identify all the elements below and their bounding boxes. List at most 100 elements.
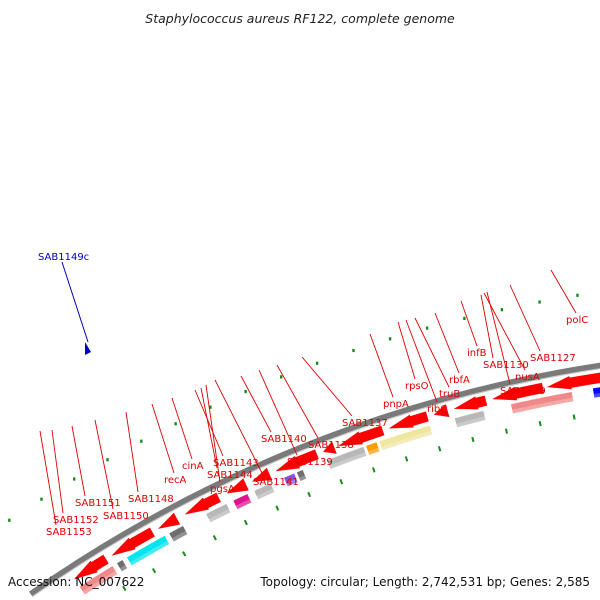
genome-backbone — [28, 362, 600, 598]
gene-arrow — [226, 478, 249, 494]
inner-tick — [538, 421, 542, 427]
scale-dot — [500, 308, 504, 312]
gene-label-infb: infB — [467, 348, 487, 359]
label-leader — [94, 419, 114, 510]
gene-label-sab1141: SAB1141 — [253, 477, 299, 488]
label-leader — [301, 356, 353, 417]
gene-label-rpso: rpsO — [405, 381, 429, 392]
gene-band-shade — [455, 416, 486, 428]
gene-band — [365, 441, 381, 456]
gene-band-shade — [593, 392, 600, 398]
label-leaders — [39, 261, 577, 526]
gene-label-sab1137: SAB1137 — [342, 418, 388, 429]
label-leader — [71, 425, 86, 497]
inner-tick — [339, 479, 344, 485]
gene-band-shade — [285, 478, 299, 487]
scale-dot — [106, 458, 109, 462]
label-leader — [486, 291, 511, 385]
scale-dot — [576, 293, 579, 297]
label-leader — [276, 364, 319, 439]
gene-band — [453, 410, 487, 429]
gene-label-trub: truB — [439, 389, 460, 400]
inner-tick — [572, 414, 576, 420]
gene-label-pgsa: pgsA — [210, 484, 235, 495]
label-leader — [151, 403, 175, 474]
label-leader — [509, 284, 541, 352]
accession-text: Accession: NC_007622 — [8, 575, 144, 589]
gene-label-polc: polC — [566, 315, 588, 326]
gene-arrow — [338, 425, 385, 447]
gene-label-sab1143: SAB1143 — [213, 458, 259, 469]
scale-ticks: 1220 kbp1225 kbp1230 kbp1235 kbp1240 kbp… — [8, 293, 579, 592]
gene-band — [510, 391, 575, 415]
label-leader — [194, 389, 224, 457]
gene-features — [73, 372, 600, 596]
inner-tick — [307, 491, 312, 498]
gene-label-sab1130: SAB1130 — [483, 360, 529, 371]
gene-band-shade — [82, 570, 118, 595]
inner-tick — [275, 505, 280, 511]
scale-dot — [40, 497, 43, 501]
gene-label-sab1152: SAB1152 — [53, 515, 99, 526]
gene-label-sab1129: SAB1129 — [500, 386, 546, 397]
label-leader — [171, 397, 193, 460]
gene-band — [592, 386, 600, 399]
scale-dot — [538, 300, 541, 304]
scale-dot — [315, 361, 319, 365]
gene-band — [326, 446, 368, 470]
gene-arrow — [388, 411, 429, 429]
gene-label-ribc: ribC — [427, 404, 447, 415]
inner-tick — [122, 585, 127, 592]
scale-dot — [140, 439, 143, 443]
gene-label-pnpa: pnpA — [383, 399, 409, 410]
gene-band — [126, 534, 171, 567]
label-leader — [397, 321, 416, 380]
gene-label-sab1151: SAB1151 — [75, 498, 121, 509]
gene-label-nusa: nusA — [515, 372, 540, 383]
label-leader — [200, 387, 218, 469]
label-leader — [205, 384, 221, 483]
gene-band — [232, 493, 253, 510]
gene-band — [78, 565, 119, 596]
label-leader — [405, 319, 438, 403]
label-leader — [39, 430, 57, 526]
gene-label-sab1150: SAB1150 — [103, 511, 149, 522]
label-leader — [480, 294, 494, 359]
gene-band — [378, 424, 433, 451]
gene-band — [253, 482, 276, 501]
genome-summary-text: Topology: circular; Length: 2,742,531 bp… — [259, 575, 590, 589]
label-leader — [51, 429, 64, 514]
gene-label-sab1127: SAB1127 — [530, 353, 576, 364]
gene-band — [168, 525, 189, 543]
gene-label-rbfa: rbfA — [449, 375, 470, 386]
label-leader — [214, 379, 264, 476]
scale-dot — [463, 316, 466, 320]
gene-band-shade — [256, 488, 275, 500]
gene-label-cina: cinA — [182, 461, 204, 472]
gene-arrow — [433, 404, 450, 418]
gene-band-shade — [367, 447, 380, 456]
gene-band-shade — [298, 475, 307, 482]
gene-label-sab1138: SAB1138 — [308, 440, 354, 451]
gene-label-sab1144: SAB1144 — [207, 470, 253, 481]
label-leader — [240, 375, 272, 433]
gene-arrow — [73, 554, 109, 580]
scale-dot — [8, 518, 11, 522]
gene-band — [283, 472, 299, 488]
gene-arrow — [492, 382, 544, 401]
gene-band-shade — [119, 564, 128, 572]
inner-tick — [371, 467, 376, 473]
inner-tick — [151, 567, 157, 574]
highlight-leader — [61, 261, 89, 343]
inner-tick — [437, 446, 442, 452]
backbone-arc — [28, 362, 600, 597]
gene-arrow — [275, 449, 319, 472]
label-leader — [369, 333, 394, 398]
gene-arrow — [546, 372, 600, 390]
gene-arrow — [251, 467, 273, 482]
gene-label-sab1139: SAB1139 — [287, 457, 333, 468]
gene-band-shade — [328, 452, 367, 470]
gene-arrow — [111, 527, 155, 556]
scale-dot — [73, 477, 76, 481]
